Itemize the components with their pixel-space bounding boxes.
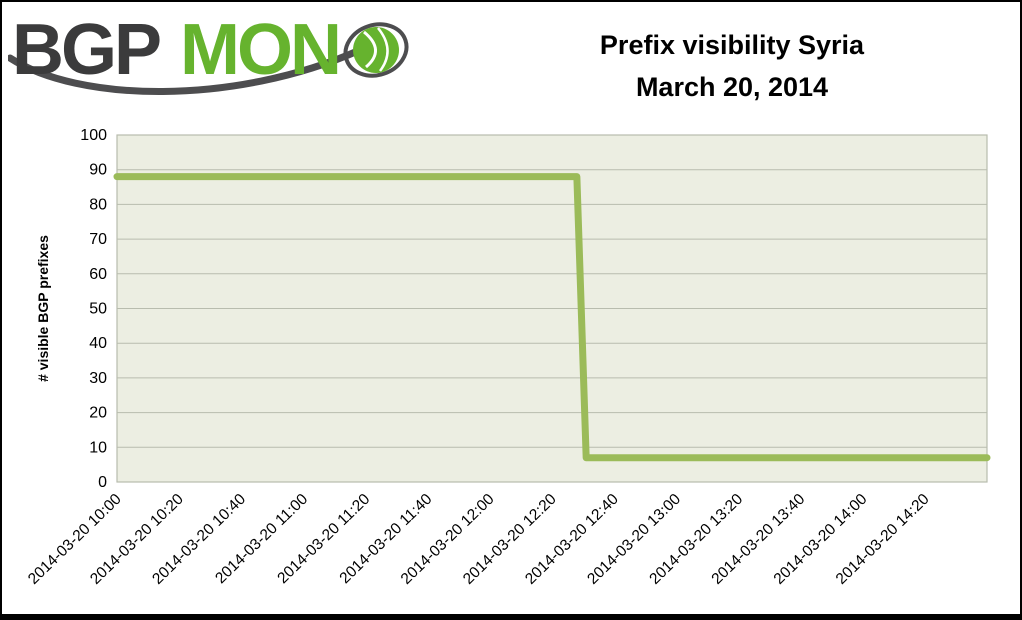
y-axis-title: # visible BGP prefixes <box>35 235 51 382</box>
svg-text:70: 70 <box>89 231 107 248</box>
svg-text:100: 100 <box>80 127 107 144</box>
logo-text-bgp: BGP <box>12 10 160 90</box>
svg-text:80: 80 <box>89 196 107 213</box>
y-axis-labels: 0 10 20 30 40 50 60 70 80 90 100 <box>80 127 107 491</box>
svg-text:10: 10 <box>89 439 107 456</box>
svg-text:60: 60 <box>89 266 107 283</box>
bgpmon-logo: BGP MON <box>8 6 418 110</box>
svg-text:30: 30 <box>89 370 107 387</box>
svg-text:50: 50 <box>89 301 107 318</box>
title-line-1: Prefix visibility Syria <box>599 30 865 60</box>
logo-swoosh <box>8 46 364 95</box>
svg-text:20: 20 <box>89 405 107 422</box>
page-title: Prefix visibility Syria March 20, 2014 <box>442 24 1020 108</box>
logo-globe-stripe <box>377 27 389 72</box>
series-line <box>113 173 991 462</box>
logo-text-mon: MON <box>180 10 339 90</box>
title-line-2: March 20, 2014 <box>635 72 829 102</box>
logo-globe-ring <box>343 22 409 78</box>
svg-text:0: 0 <box>98 474 107 491</box>
logo-globe-stripe <box>363 30 377 69</box>
svg-text:90: 90 <box>89 162 107 179</box>
plot-border <box>116 134 988 483</box>
svg-text:40: 40 <box>89 335 107 352</box>
